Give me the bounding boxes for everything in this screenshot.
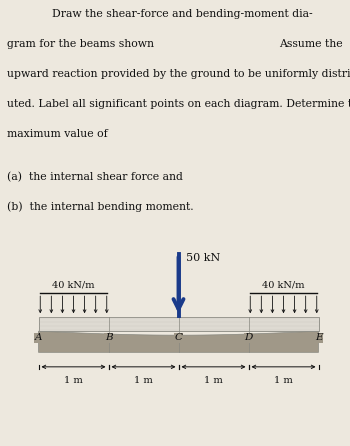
Text: 1 m: 1 m <box>134 376 153 385</box>
Text: 1 m: 1 m <box>274 376 293 385</box>
Text: A: A <box>35 333 42 343</box>
Text: 40 kN/m: 40 kN/m <box>262 280 305 289</box>
PathPatch shape <box>38 331 318 352</box>
Text: E: E <box>315 333 322 343</box>
Text: 9810: 9810 <box>42 322 58 326</box>
Bar <box>38 317 318 331</box>
Text: (a)  the internal shear force and: (a) the internal shear force and <box>7 172 183 182</box>
Text: B: B <box>105 333 112 343</box>
Text: D: D <box>244 333 253 343</box>
Text: Assume the: Assume the <box>279 39 343 49</box>
Text: gram for the beams shown: gram for the beams shown <box>7 39 154 49</box>
Text: 40 kN/m: 40 kN/m <box>52 280 95 289</box>
Text: (b)  the internal bending moment.: (b) the internal bending moment. <box>7 202 194 212</box>
Text: Draw the shear-force and bending-moment dia-: Draw the shear-force and bending-moment … <box>52 9 312 19</box>
Text: uted. Label all significant points on each diagram. Determine the: uted. Label all significant points on ea… <box>7 99 350 109</box>
Text: maximum value of: maximum value of <box>7 129 108 139</box>
Text: 1 m: 1 m <box>204 376 223 385</box>
Text: upward reaction provided by the ground to be uniformly distrib-: upward reaction provided by the ground t… <box>7 69 350 79</box>
Text: 50 kN: 50 kN <box>186 253 220 263</box>
Text: C: C <box>175 333 182 343</box>
Text: 1 m: 1 m <box>64 376 83 385</box>
